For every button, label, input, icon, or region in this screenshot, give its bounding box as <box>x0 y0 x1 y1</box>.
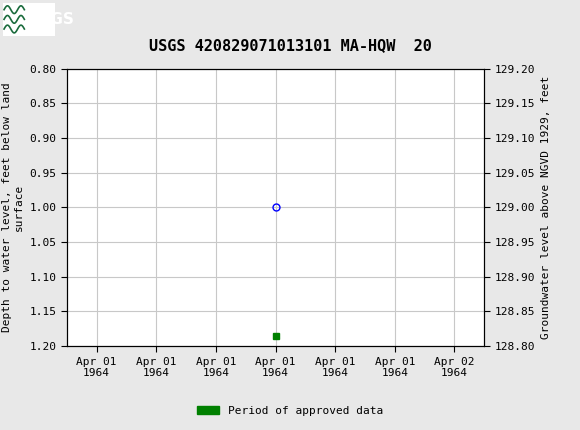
Legend: Period of approved data: Period of approved data <box>193 401 387 420</box>
Text: USGS 420829071013101 MA-HQW  20: USGS 420829071013101 MA-HQW 20 <box>148 38 432 52</box>
Text: USGS: USGS <box>28 12 75 27</box>
Y-axis label: Groundwater level above NGVD 1929, feet: Groundwater level above NGVD 1929, feet <box>541 76 551 339</box>
Bar <box>3 3 55 36</box>
Y-axis label: Depth to water level, feet below land
surface: Depth to water level, feet below land su… <box>2 83 24 332</box>
